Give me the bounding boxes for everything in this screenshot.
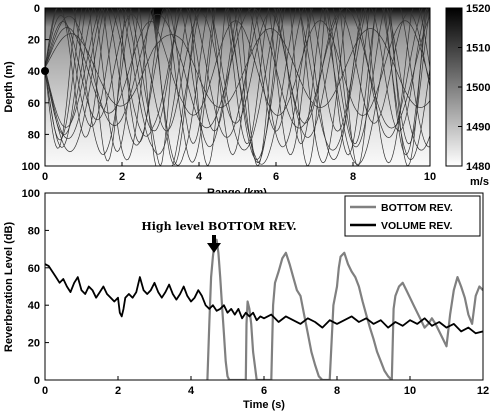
bottom-x-tick-label: 2 [115,385,121,397]
ray-path [45,20,430,116]
ray-path [45,8,430,148]
legend: BOTTOM REV. VOLUME REV. [344,195,481,237]
legend-label-bottom: BOTTOM REV. [381,202,453,214]
bottom-x-tick-label: 8 [334,385,340,397]
bottom-x-tick-label: 10 [404,385,416,397]
top-x-tick-label: 4 [196,171,203,183]
top-x-tick-label: 2 [119,171,125,183]
colorbar-ticks: 1520 1510 1500 1490 1480 [458,3,490,173]
top-y-tick-label: 20 [28,35,40,47]
bottom-x-tick-label: 12 [477,385,489,397]
series-lines [45,238,483,380]
annotation-arrow [207,235,221,253]
legend-label-volume: VOLUME REV. [381,220,452,232]
bottom-x-tick-label: 0 [42,385,48,397]
series-line-volume-rev [45,263,483,335]
colorbar-unit-label: m/s [470,176,489,188]
bottom-y-tick-label: 20 [28,338,40,350]
legend-box [344,195,481,237]
bottom-y-tick-label: 100 [22,188,40,200]
colorbar-tick-label: 1500 [466,82,490,94]
annotation-text: High level BOTTOM REV. [141,220,296,233]
top-y-ticks: 0 20 40 60 80 100 [22,3,49,173]
top-x-tick-label: 6 [273,171,279,183]
bottom-x-tick-label: 6 [261,385,267,397]
ray-path [45,8,430,132]
ray-path [45,28,430,108]
ray-path [45,8,430,164]
top-y-tick-label: 60 [28,98,40,110]
bottom-y-tick-label: 60 [28,263,40,275]
top-x-tick-label: 8 [350,171,356,183]
series-line-bottom-rev [206,238,483,380]
bottom-x-tick-label: 4 [188,385,195,397]
colorbar-tick-label: 1490 [466,122,490,134]
ray-path [45,12,430,132]
top-y-tick-label: 80 [28,129,40,141]
ray-path [45,8,430,166]
colorbar-tick-label: 1520 [466,3,490,15]
ray-path [45,8,430,138]
ray-path [45,8,430,145]
bottom-x-axis-label: Time (s) [243,399,285,411]
top-y-axis-label: Depth (m) [3,61,15,113]
top-y-tick-label: 40 [28,66,40,78]
bottom-y-tick-label: 40 [28,300,40,312]
colorbar-tick-label: 1480 [466,161,490,173]
bottom-y-tick-label: 0 [34,375,40,387]
bottom-y-tick-label: 80 [28,225,40,237]
top-y-tick-label: 100 [22,161,40,173]
colorbar-tick-label: 1510 [466,43,490,55]
top-x-tick-label: 10 [424,171,436,183]
ray-paths [45,8,430,166]
top-x-ticks: 0 2 4 6 8 10 [42,162,436,183]
bottom-y-axis-label: Reverberation Level (dB) [3,222,15,353]
top-x-tick-label: 0 [42,171,48,183]
ray-path [45,8,430,129]
bottom-x-ticks: 0 2 4 6 8 10 12 [42,376,489,397]
colorbar: 1520 1510 1500 1490 1480 m/s [445,3,490,188]
reverberation-panel: 0 2 4 6 8 10 12 0 20 40 60 80 100 Time (s) Reverber… [3,188,489,411]
top-y-tick-label: 0 [34,3,40,15]
ray-path [45,8,430,155]
top-plot-frame [44,7,431,167]
bottom-y-ticks: 0 20 40 60 80 100 [22,188,49,387]
